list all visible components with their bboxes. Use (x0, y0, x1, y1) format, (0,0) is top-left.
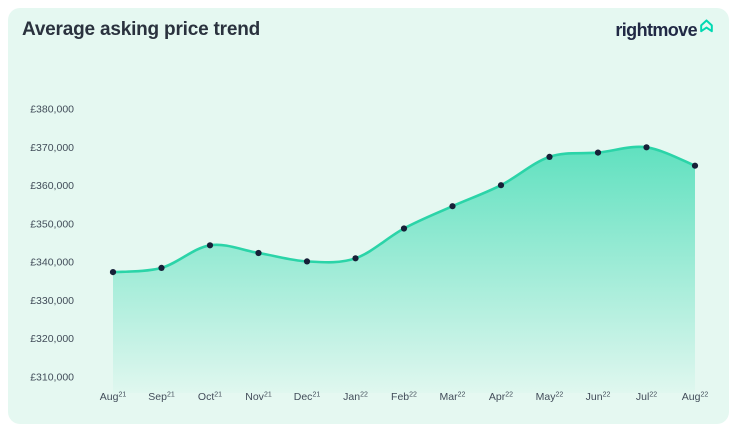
data-point (546, 153, 553, 160)
rightmove-logo: rightmove (615, 19, 715, 41)
data-point (497, 182, 505, 189)
data-point (303, 258, 311, 265)
data-point (352, 255, 359, 262)
x-axis-tick-label: Mar22 (440, 391, 466, 403)
data-point (255, 249, 262, 257)
x-axis-tick-label: May22 (536, 391, 564, 403)
data-point (206, 242, 214, 249)
data-point (594, 149, 602, 156)
x-axis-tick-label: Jul22 (636, 391, 657, 403)
x-axis-tick-label: Dec21 (294, 391, 321, 403)
y-axis-tick-label: £340,000 (30, 257, 74, 269)
data-point (691, 162, 699, 169)
y-axis-tick-label: £320,000 (30, 333, 74, 345)
x-axis-tick-label: Aug22 (682, 391, 709, 403)
x-axis-tick-label: Nov21 (245, 391, 272, 403)
x-axis-tick-label: Apr22 (489, 391, 513, 403)
x-axis-tick-label: Sep21 (148, 391, 175, 403)
data-point (449, 203, 456, 210)
area-fill (113, 146, 695, 393)
rightmove-house-icon (700, 19, 713, 33)
data-point (109, 269, 117, 276)
data-point (643, 144, 650, 151)
x-axis-tick-label: Jun22 (586, 391, 611, 403)
y-axis-tick-label: £380,000 (30, 104, 74, 116)
page-title: Average asking price trend (22, 19, 261, 40)
data-point (400, 225, 408, 232)
data-point (158, 264, 165, 271)
x-axis-tick-label: Oct21 (198, 391, 222, 403)
y-axis-tick-label: £350,000 (30, 218, 74, 230)
y-axis-tick-label: £310,000 (30, 372, 74, 384)
y-axis-tick-label: £360,000 (30, 180, 74, 192)
x-axis-tick-label: Jan22 (343, 391, 368, 403)
brand-name: rightmove (615, 20, 697, 40)
y-axis-tick-label: £330,000 (30, 295, 74, 307)
x-axis-tick-label: Aug21 (100, 391, 127, 403)
y-axis-tick-label: £370,000 (30, 142, 74, 154)
x-axis-tick-label: Feb22 (391, 391, 417, 403)
